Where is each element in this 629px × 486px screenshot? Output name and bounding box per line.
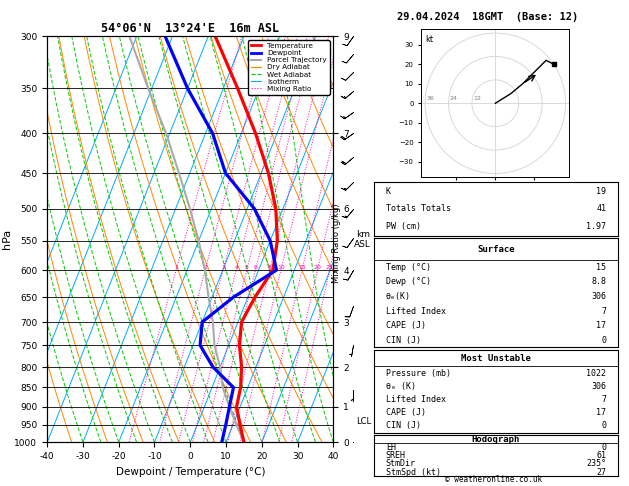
Text: 306: 306 <box>591 382 606 391</box>
Text: 0: 0 <box>601 443 606 452</box>
Text: Most Unstable: Most Unstable <box>461 354 531 363</box>
Y-axis label: km
ASL: km ASL <box>354 230 371 249</box>
Text: StmSpd (kt): StmSpd (kt) <box>386 468 441 477</box>
X-axis label: Dewpoint / Temperature (°C): Dewpoint / Temperature (°C) <box>116 467 265 477</box>
Text: CIN (J): CIN (J) <box>386 336 421 345</box>
Text: EH: EH <box>386 443 396 452</box>
Text: 6: 6 <box>253 265 257 270</box>
Text: 24: 24 <box>450 96 457 102</box>
Text: 29.04.2024  18GMT  (Base: 12): 29.04.2024 18GMT (Base: 12) <box>397 12 578 22</box>
Text: θₑ (K): θₑ (K) <box>386 382 416 391</box>
Text: 2: 2 <box>203 265 207 270</box>
Text: 15: 15 <box>298 265 306 270</box>
Text: 1022: 1022 <box>586 368 606 378</box>
Title: 54°06'N  13°24'E  16m ASL: 54°06'N 13°24'E 16m ASL <box>101 22 279 35</box>
Text: PW (cm): PW (cm) <box>386 222 421 231</box>
Text: K: K <box>386 187 391 196</box>
Y-axis label: hPa: hPa <box>2 229 12 249</box>
Text: 61: 61 <box>596 451 606 460</box>
Text: 4: 4 <box>234 265 238 270</box>
Text: 12: 12 <box>473 96 481 102</box>
Text: 20: 20 <box>313 265 321 270</box>
Text: Pressure (mb): Pressure (mb) <box>386 368 451 378</box>
Legend: Temperature, Dewpoint, Parcel Trajectory, Dry Adiabat, Wet Adiabat, Isotherm, Mi: Temperature, Dewpoint, Parcel Trajectory… <box>248 40 330 95</box>
Text: 5: 5 <box>245 265 248 270</box>
Text: 7: 7 <box>601 395 606 404</box>
Text: Surface: Surface <box>477 244 515 254</box>
Text: CAPE (J): CAPE (J) <box>386 408 426 417</box>
Text: StmDir: StmDir <box>386 459 416 469</box>
Text: kt: kt <box>425 35 433 44</box>
Text: Totals Totals: Totals Totals <box>386 205 451 213</box>
Text: 27: 27 <box>596 468 606 477</box>
Text: Lifted Index: Lifted Index <box>386 307 446 315</box>
Text: 17: 17 <box>596 321 606 330</box>
Text: 1: 1 <box>174 265 178 270</box>
Text: CIN (J): CIN (J) <box>386 421 421 431</box>
Text: Hodograph: Hodograph <box>472 434 520 444</box>
Text: 3: 3 <box>221 265 225 270</box>
Text: 1.97: 1.97 <box>586 222 606 231</box>
Text: SREH: SREH <box>386 451 406 460</box>
Text: Mixing Ratio (g/kg): Mixing Ratio (g/kg) <box>332 203 341 283</box>
Text: 0: 0 <box>601 421 606 431</box>
Text: 7: 7 <box>601 307 606 315</box>
Text: 306: 306 <box>591 292 606 301</box>
Text: 19: 19 <box>596 187 606 196</box>
Text: 17: 17 <box>596 408 606 417</box>
Text: Dewp (°C): Dewp (°C) <box>386 278 431 286</box>
Text: © weatheronline.co.uk: © weatheronline.co.uk <box>445 475 542 484</box>
Text: CAPE (J): CAPE (J) <box>386 321 426 330</box>
Text: Temp (°C): Temp (°C) <box>386 263 431 272</box>
Text: Lifted Index: Lifted Index <box>386 395 446 404</box>
Text: 15: 15 <box>596 263 606 272</box>
Text: 25: 25 <box>326 265 333 270</box>
Text: 8: 8 <box>268 265 272 270</box>
Text: 8.8: 8.8 <box>591 278 606 286</box>
Text: 41: 41 <box>596 205 606 213</box>
Text: 36: 36 <box>426 96 434 102</box>
Text: LCL: LCL <box>356 417 371 426</box>
Text: 235°: 235° <box>586 459 606 469</box>
Text: 0: 0 <box>601 336 606 345</box>
Text: 10: 10 <box>277 265 285 270</box>
Text: θₑ(K): θₑ(K) <box>386 292 411 301</box>
